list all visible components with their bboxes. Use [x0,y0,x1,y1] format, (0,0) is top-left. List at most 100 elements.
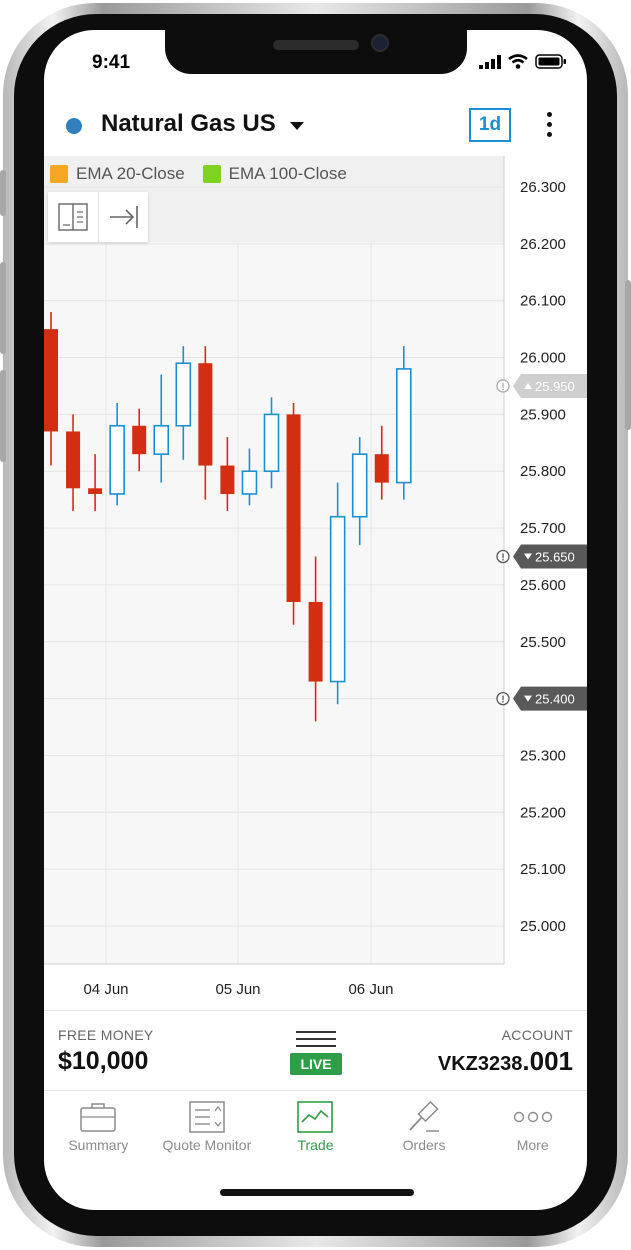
candle-body-up [263,413,280,473]
legend-label-ema20: EMA 20-Close [76,164,185,183]
y-tick-label: 26.200 [520,236,566,253]
alert-marker-glyph: ! [501,695,504,706]
y-tick-label: 25.200 [520,804,566,821]
status-time: 9:41 [92,52,131,73]
y-tick-label: 25.800 [520,463,566,480]
free-money-value: $10,000 [58,1047,149,1075]
tab-summary[interactable]: Summary [44,1091,153,1161]
price-marker-flag [513,544,587,569]
candle-body-down [132,425,147,455]
alert-marker-icon [496,549,510,564]
candle-body-down [88,488,103,494]
caret-up-icon [524,382,532,389]
plot-background [44,156,504,964]
alert-marker-glyph: ! [501,382,504,393]
signal-icon [479,54,501,69]
y-tick-label: 26.100 [520,293,566,310]
speaker [273,40,359,50]
chart-legend: EMA 20-Close EMA 100-Close [50,164,347,184]
alert-marker-icon [496,379,510,393]
free-money-label: FREE MONEY [58,1027,154,1043]
chevron-down-icon[interactable] [290,122,304,130]
instrument-selector[interactable]: Natural Gas US [101,110,276,137]
account-label: ACCOUNT [501,1027,573,1043]
candle-body-down [220,465,235,494]
tab-quote-monitor[interactable]: Quote Monitor [153,1091,262,1161]
chart-line-icon [297,1101,334,1133]
tab-quote-monitor-label: Quote Monitor [162,1137,252,1153]
price-marker-flag [513,373,587,398]
timeframe-button[interactable]: 1d [469,108,511,142]
tab-trade-label: Trade [297,1137,334,1153]
chart-panel-button[interactable] [48,192,98,242]
y-tick-label: 25.000 [520,918,566,935]
y-tick-label: 25.300 [520,747,566,764]
candle-body-down [44,329,58,432]
candle-body-up [241,470,258,495]
alert-marker-icon [496,691,510,706]
gavel-icon [409,1100,440,1132]
candle-body-up [395,368,412,484]
home-indicator[interactable] [220,1189,414,1196]
candle-body-up [109,424,125,495]
front-camera [371,34,389,52]
legend-swatch-ema20 [50,165,68,183]
kebab-icon[interactable] [547,112,555,142]
candle-body-down [286,414,301,602]
candle-body-up [351,453,368,518]
legend-item-ema100[interactable]: EMA 100-Close [202,164,347,184]
price-marker-label: 25.400 [535,692,575,707]
price-marker-label: 25.950 [535,379,575,394]
x-tick-label: 06 Jun [348,981,393,998]
y-tick-label: 25.600 [520,577,566,594]
tab-more[interactable]: More [478,1091,587,1161]
x-tick-label: 05 Jun [215,981,260,998]
y-tick-label: 26.000 [520,350,566,367]
candle-body-up [153,424,170,455]
power-button [625,280,631,430]
tab-more-label: More [516,1137,549,1153]
tab-trade[interactable]: Trade [261,1091,370,1161]
chart-panel-icon [58,203,88,231]
instrument-status-dot [66,118,82,134]
caret-down-icon [524,553,532,560]
hamburger-icon[interactable] [296,1031,336,1052]
more-dots-icon [513,1111,552,1123]
x-tick-label: 04 Jun [83,981,128,998]
chart-tools [48,192,148,242]
arrow-right-bar-icon [109,206,138,228]
mute-switch [0,170,6,216]
tab-orders[interactable]: Orders [370,1091,479,1161]
instrument-header: Natural Gas US 1d [44,98,587,156]
y-tick-label: 25.900 [520,406,566,423]
live-badge[interactable]: LIVE [290,1053,342,1075]
alert-marker-glyph: ! [501,553,504,564]
price-marker-label: 25.650 [535,550,575,565]
account-id[interactable]: VKZ3238.001 [438,1046,573,1077]
candlestick-chart[interactable]: 26.300 26.200 26.100 26.000 25.900 25.800 25.7… [44,156,587,1016]
status-icons [479,54,567,69]
y-tick-label: 25.500 [520,634,566,651]
tab-orders-label: Orders [402,1137,446,1153]
volume-down-button [0,370,6,462]
quote-list-icon [189,1101,225,1133]
notch [165,30,467,74]
candle-body-up [175,362,192,427]
price-marker-flag [513,686,587,711]
candle-body-down [66,431,81,489]
account-bar: FREE MONEY $10,000 LIVE ACCOUNT VKZ3238.… [44,1010,587,1091]
candle-body-down [198,363,213,466]
candle-body-down [308,601,323,682]
legend-label-ema100: EMA 100-Close [228,164,347,183]
account-id-suffix: .001 [522,1046,573,1076]
scroll-to-end-button[interactable] [98,192,148,242]
y-tick-label: 25.700 [520,520,566,537]
legend-item-ema20[interactable]: EMA 20-Close [50,164,185,184]
caret-down-icon [524,695,532,702]
price-chart[interactable]: 26.300 26.200 26.100 26.000 25.900 25.800 25.7… [44,156,587,1016]
account-id-prefix: VKZ3238 [437,1053,523,1075]
legend-swatch-ema100 [202,165,221,183]
y-tick-label: 25.100 [520,861,566,878]
candle-body-up [329,515,346,683]
battery-icon [535,54,566,69]
